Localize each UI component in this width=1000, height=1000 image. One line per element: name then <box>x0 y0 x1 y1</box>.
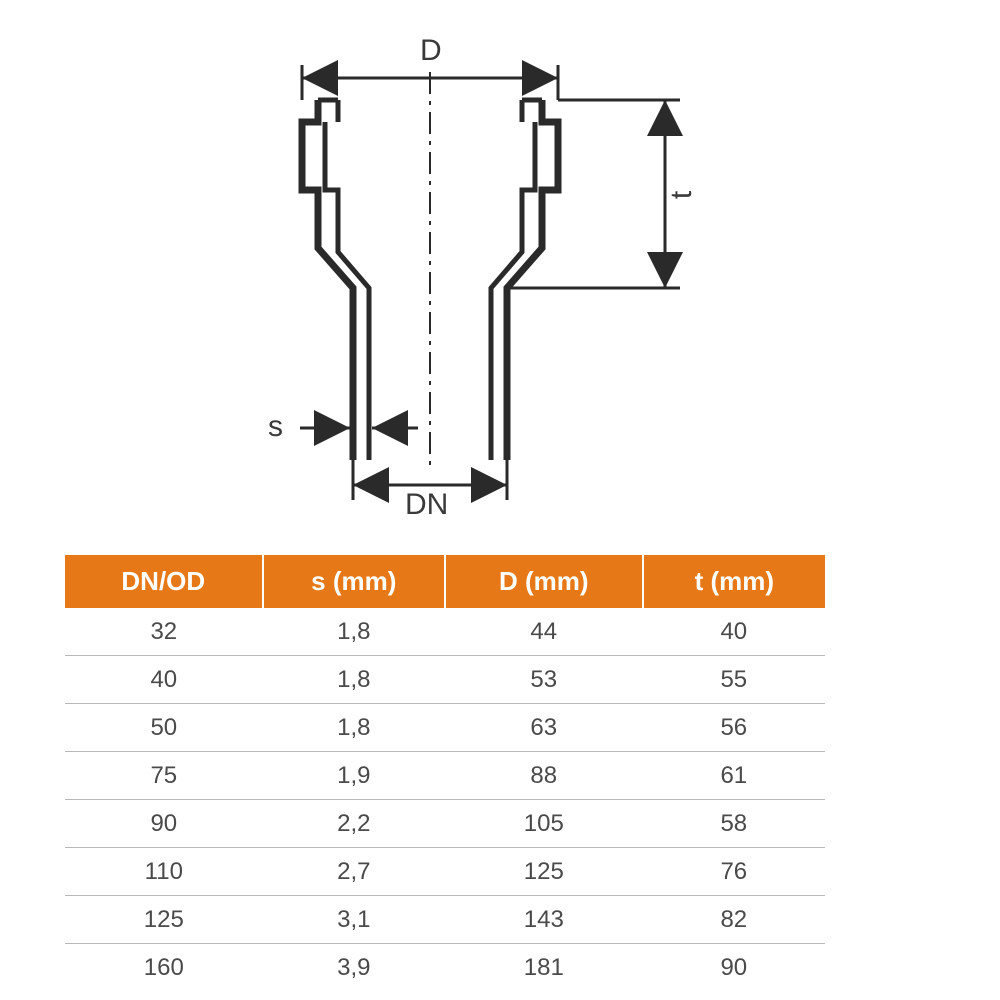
table-cell: 1,9 <box>263 752 445 800</box>
label-dn: DN <box>405 488 448 522</box>
label-t: t <box>665 191 699 199</box>
table-cell: 160 <box>65 944 263 992</box>
table-cell: 53 <box>445 656 643 704</box>
table-cell: 3,9 <box>263 944 445 992</box>
table-cell: 76 <box>643 848 825 896</box>
table-cell: 3,1 <box>263 896 445 944</box>
table-header-cell: t (mm) <box>643 555 825 608</box>
table-cell: 143 <box>445 896 643 944</box>
table-cell: 32 <box>65 608 263 656</box>
table-cell: 110 <box>65 848 263 896</box>
table-cell: 40 <box>65 656 263 704</box>
table-cell: 44 <box>445 608 643 656</box>
table-cell: 2,2 <box>263 800 445 848</box>
table-cell: 50 <box>65 704 263 752</box>
table-cell: 82 <box>643 896 825 944</box>
table-cell: 63 <box>445 704 643 752</box>
spec-table: DN/ODs (mm)D (mm)t (mm) 321,84440401,853… <box>65 555 825 991</box>
pipe-diagram: D t s DN <box>150 40 850 520</box>
table-cell: 40 <box>643 608 825 656</box>
table-row: 1603,918190 <box>65 944 825 992</box>
table-row: 501,86356 <box>65 704 825 752</box>
table-cell: 58 <box>643 800 825 848</box>
table-cell: 61 <box>643 752 825 800</box>
label-d: D <box>420 34 442 68</box>
table-row: 401,85355 <box>65 656 825 704</box>
label-s: s <box>268 410 283 444</box>
table-row: 1102,712576 <box>65 848 825 896</box>
table-row: 902,210558 <box>65 800 825 848</box>
table-cell: 90 <box>643 944 825 992</box>
table-header-cell: DN/OD <box>65 555 263 608</box>
table-cell: 90 <box>65 800 263 848</box>
table-cell: 105 <box>445 800 643 848</box>
table-cell: 1,8 <box>263 608 445 656</box>
table-cell: 75 <box>65 752 263 800</box>
table-cell: 125 <box>65 896 263 944</box>
table-row: 321,84440 <box>65 608 825 656</box>
spec-table-wrapper: DN/ODs (mm)D (mm)t (mm) 321,84440401,853… <box>65 555 825 991</box>
table-row: 1253,114382 <box>65 896 825 944</box>
table-cell: 88 <box>445 752 643 800</box>
table-cell: 1,8 <box>263 704 445 752</box>
table-header-row: DN/ODs (mm)D (mm)t (mm) <box>65 555 825 608</box>
table-row: 751,98861 <box>65 752 825 800</box>
table-cell: 1,8 <box>263 656 445 704</box>
table-header-cell: s (mm) <box>263 555 445 608</box>
table-cell: 2,7 <box>263 848 445 896</box>
pipe-svg <box>150 40 850 520</box>
table-cell: 56 <box>643 704 825 752</box>
table-header-cell: D (mm) <box>445 555 643 608</box>
table-cell: 125 <box>445 848 643 896</box>
table-cell: 55 <box>643 656 825 704</box>
table-body: 321,84440401,85355501,86356751,98861902,… <box>65 608 825 991</box>
table-cell: 181 <box>445 944 643 992</box>
